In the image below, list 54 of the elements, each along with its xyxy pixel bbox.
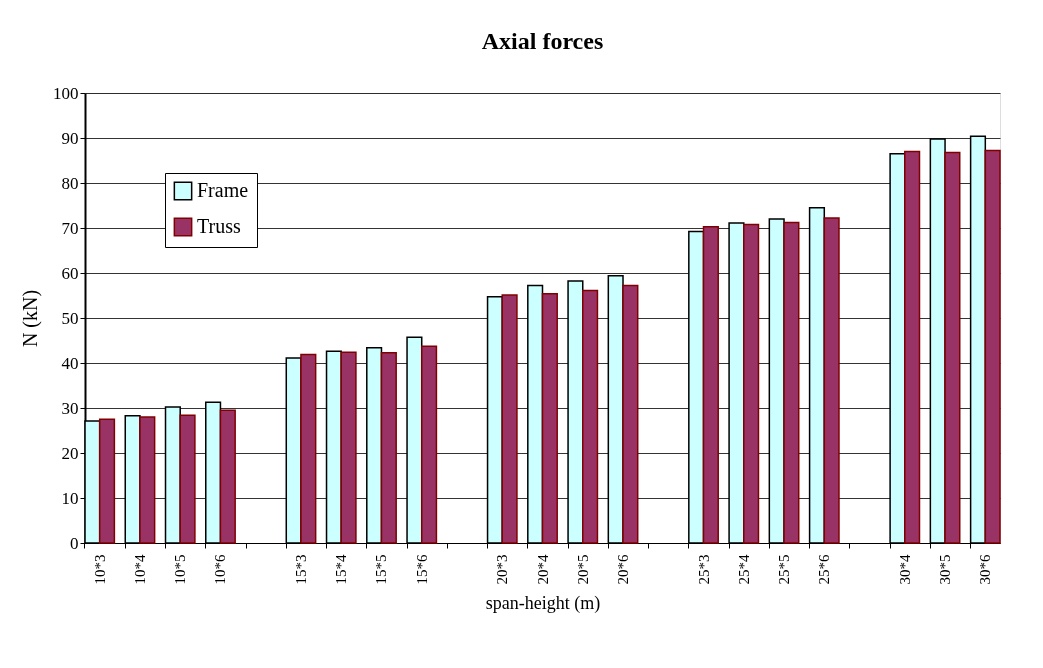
x-tick-label: 20*3 [494,554,511,585]
y-tick-label: 70 [61,218,79,238]
y-tick-label: 50 [61,308,79,328]
y-tick-label: 40 [61,353,79,373]
x-tick-label: 10*4 [131,554,148,585]
bar [219,409,236,544]
x-tick-label: 25*6 [816,554,833,585]
y-tick-label: 10 [61,488,79,508]
x-tick-label: 25*5 [776,554,793,585]
y-tick-label: 90 [61,128,79,148]
x-tick-label: 25*4 [735,554,752,585]
bar [139,416,156,544]
legend-label: Frame [197,179,249,201]
x-tick-label: 20*4 [534,554,551,585]
bar [743,223,760,544]
bar [98,418,116,544]
y-tick-label: 100 [53,83,79,103]
bar [582,289,599,544]
bar [420,345,438,544]
x-tick-label: 30*5 [937,554,954,585]
bar [702,225,719,544]
x-tick-label: 20*5 [574,554,591,585]
y-tick-label: 30 [61,398,79,418]
bar [501,294,518,544]
y-tick-label: 80 [61,173,79,193]
bar [179,414,196,544]
y-tick-label: 60 [61,263,79,283]
bar [904,150,921,544]
x-tick-label: 15*4 [333,554,350,585]
x-tick-label: 30*6 [977,554,994,585]
x-tick-label: 30*4 [896,554,913,585]
bar [622,284,639,544]
x-tick-label: 10*6 [212,554,229,585]
x-tick-label: 10*5 [172,554,189,585]
legend-label: Truss [197,215,241,237]
bar [783,221,800,544]
bar [300,353,317,544]
x-axis-title: span-height (m) [485,592,601,614]
bar [823,217,840,544]
bar [541,292,558,544]
x-tick-label: 15*6 [413,554,430,585]
y-tick-label: 20 [61,443,79,463]
x-tick-label: 20*6 [615,554,632,585]
x-tick-label: 10*3 [91,554,108,585]
y-axis-title: N (kN) [19,289,42,348]
bar [380,351,397,544]
bar [944,151,961,544]
bar [984,149,1001,544]
x-tick-label: 25*3 [695,554,712,585]
y-tick-label: 0 [70,533,79,553]
x-tick-label: 15*3 [292,554,309,585]
x-tick-label: 15*5 [373,554,390,585]
bar [340,351,357,544]
chart-title: Axial forces [481,28,604,54]
